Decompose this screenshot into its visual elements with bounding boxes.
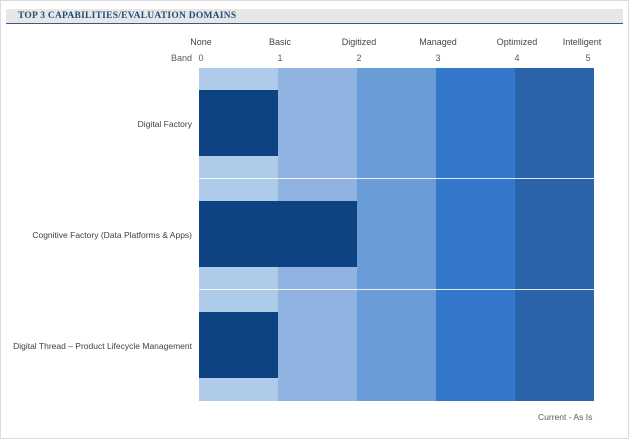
current-bar-digital-thread-product-lifecycle-management[interactable] (199, 312, 278, 378)
band-tick-0: 0 (198, 53, 204, 63)
legend[interactable]: Current - As Is (522, 411, 592, 422)
maturity-band-managed (436, 68, 515, 401)
column-header-managed: Managed (419, 37, 457, 47)
row-label-cognitive-factory-data-platforms-apps: Cognitive Factory (Data Platforms & Apps… (32, 229, 192, 240)
row-separator (199, 178, 594, 179)
chart-title: TOP 3 CAPABILITIES/EVALUATION DOMAINS (18, 11, 237, 21)
band-tick-1: 1 (277, 53, 283, 63)
row-separator (199, 289, 594, 290)
band-tick-4: 4 (514, 53, 520, 63)
current-bar-cognitive-factory-data-platforms-apps[interactable] (199, 201, 357, 267)
legend-label: Current - As Is (538, 411, 593, 422)
plot-area (199, 68, 594, 401)
column-header-intelligent: Intelligent (562, 37, 602, 47)
maturity-band-digitized (357, 68, 436, 401)
band-tick-3: 3 (435, 53, 441, 63)
band-tick-2: 2 (356, 53, 362, 63)
maturity-band-optimized (515, 68, 594, 401)
row-label-digital-thread-product-lifecycle-management: Digital Thread – Product Lifecycle Manag… (13, 340, 192, 351)
row-label-digital-factory: Digital Factory (137, 118, 192, 129)
band-tick-5: 5 (585, 53, 591, 63)
column-header-digitized: Digitized (341, 37, 377, 47)
column-header-none: None (190, 37, 212, 47)
column-header-basic: Basic (268, 37, 292, 47)
current-bar-digital-factory[interactable] (199, 90, 278, 156)
column-header-optimized: Optimized (496, 37, 538, 47)
chart-title-bar: TOP 3 CAPABILITIES/EVALUATION DOMAINS (6, 9, 623, 24)
band-axis-label: Band (170, 53, 192, 63)
legend-swatch-current-icon (522, 411, 533, 422)
